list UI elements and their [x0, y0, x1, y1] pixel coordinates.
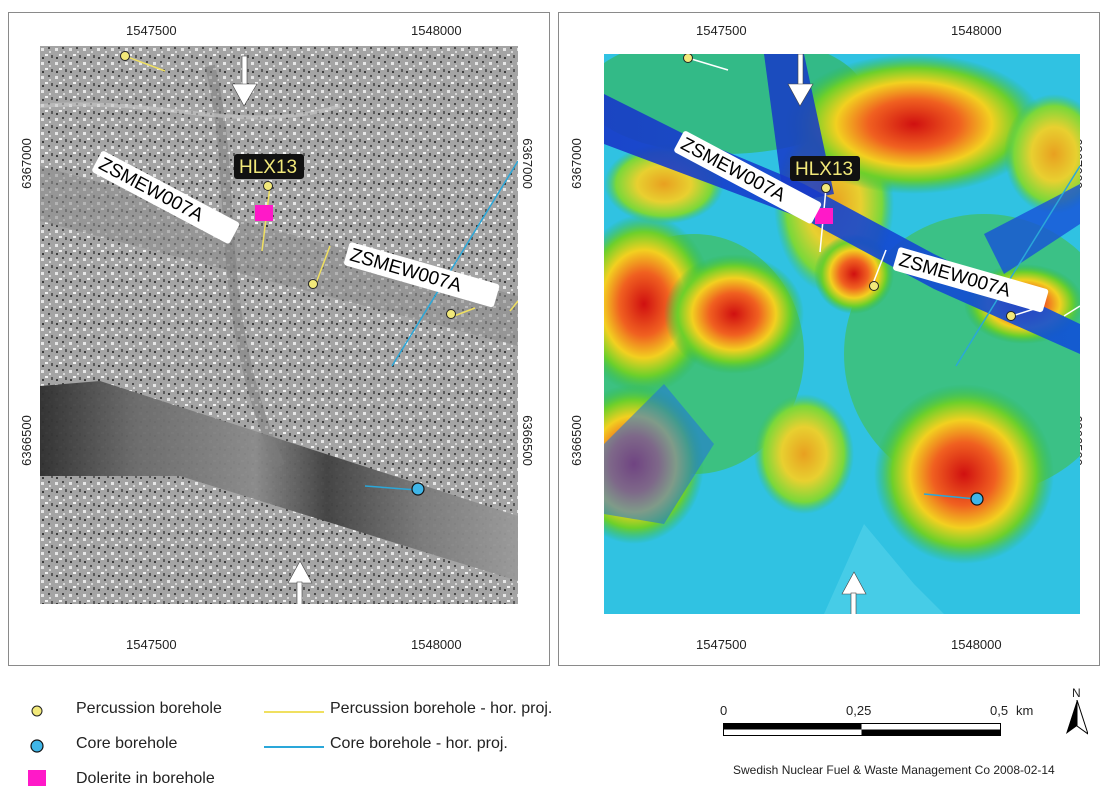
- left-map-panel: 1547500 1548000 1547500 1548000 6367000 …: [8, 12, 550, 666]
- left-right-y-tick-1: 6367000: [519, 138, 535, 189]
- dolerite-marker: [815, 208, 833, 224]
- legend-core-label: Core borehole: [76, 735, 178, 752]
- left-top-x-tick-1: 1547500: [126, 23, 177, 38]
- left-shaded-relief-map: ZSMEW007A ZSMEW007A HLX13: [40, 46, 518, 604]
- percussion-boreholes: [683, 54, 1016, 321]
- left-top-x-tick-2: 1548000: [411, 23, 462, 38]
- right-map-panel: 1547500 1548000 1547500 1548000 6367000 …: [558, 12, 1100, 666]
- borehole-label-hlx13-text: HLX13: [239, 157, 297, 178]
- borehole-label-hlx13: HLX13: [790, 156, 860, 181]
- right-top-x-tick-1: 1547500: [696, 23, 747, 38]
- scale-label-end: 0,5: [990, 703, 1009, 718]
- core-borehole-projection: [364, 160, 518, 491]
- right-bottom-x-tick-1: 1547500: [696, 637, 747, 652]
- legend-percussion-label: Percussion borehole: [76, 700, 222, 717]
- percussion-projection-line-icon: [264, 711, 324, 713]
- left-y-tick-2: 6366500: [18, 415, 34, 466]
- legend-percussion-proj-label: Percussion borehole - hor. proj.: [330, 700, 553, 717]
- borehole-label-hlx13-text: HLX13: [795, 159, 853, 180]
- core-borehole-projection: [923, 165, 1080, 500]
- core-projection-line-icon: [264, 746, 324, 748]
- legend-core-proj-label: Core borehole - hor. proj.: [330, 735, 508, 752]
- left-map-svg: ZSMEW007A ZSMEW007A HLX13: [40, 46, 518, 604]
- scale-unit: km: [1016, 703, 1034, 718]
- left-y-tick-1: 6367000: [18, 138, 34, 189]
- left-bottom-x-tick-2: 1548000: [411, 637, 462, 652]
- credit-text: Swedish Nuclear Fuel & Waste Management …: [733, 763, 1055, 777]
- core-borehole: [970, 492, 984, 506]
- right-map-svg: ZSMEW007A ZSMEW007A HLX13: [604, 54, 1080, 614]
- scale-label-0: 0: [720, 703, 728, 718]
- percussion-borehole-icon: [31, 705, 43, 717]
- left-right-y-tick-2: 6366500: [519, 415, 535, 466]
- right-bottom-x-tick-2: 1548000: [951, 637, 1002, 652]
- arrow-top: [787, 54, 814, 107]
- core-borehole: [411, 482, 425, 496]
- left-bottom-x-tick-1: 1547500: [126, 637, 177, 652]
- right-y-tick-2: 6366500: [568, 415, 584, 466]
- right-y-tick-1: 6367000: [568, 138, 584, 189]
- arrow-bottom: [841, 571, 867, 614]
- arrow-top: [231, 55, 258, 107]
- legend-dolerite-label: Dolerite in borehole: [76, 770, 215, 787]
- scale-label-mid: 0,25: [846, 703, 872, 718]
- north-arrow-label: N: [1072, 686, 1081, 700]
- arrow-bottom: [287, 560, 313, 604]
- core-borehole-icon: [30, 739, 44, 753]
- dolerite-marker: [255, 205, 273, 221]
- scale-bar-graphic: [723, 723, 1001, 736]
- right-elevation-map: ZSMEW007A ZSMEW007A HLX13: [604, 54, 1080, 614]
- right-top-x-tick-2: 1548000: [951, 23, 1002, 38]
- north-arrow-icon: [1066, 700, 1088, 735]
- percussion-boreholes: [120, 51, 456, 319]
- borehole-label-hlx13: HLX13: [234, 154, 304, 179]
- dolerite-icon: [28, 770, 46, 786]
